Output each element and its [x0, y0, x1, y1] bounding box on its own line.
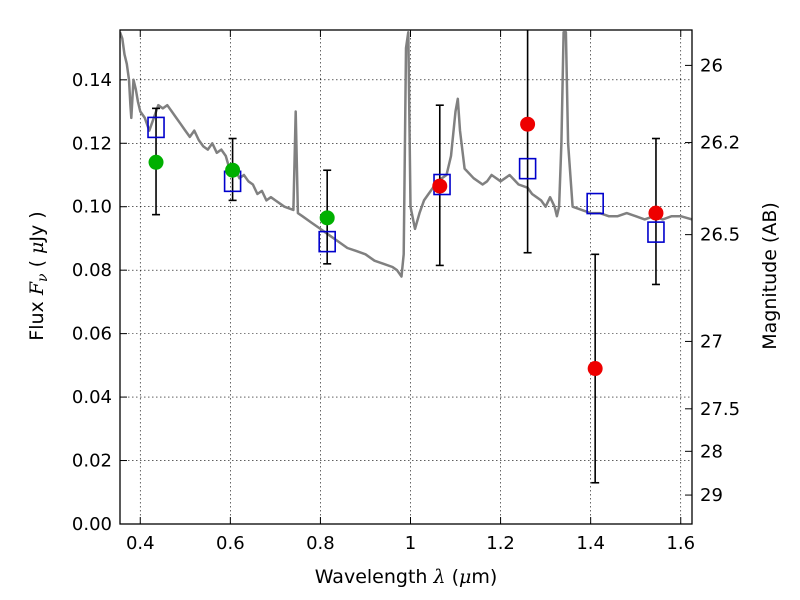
red-data-point: [587, 361, 603, 377]
model-layer: [120, 30, 692, 278]
x-tick-label: 1.6: [666, 533, 695, 554]
mag-tick-label: 26.5: [700, 225, 740, 246]
x-axis-label: Wavelength λ (μm): [315, 566, 498, 588]
model-photometry-square: [147, 116, 165, 139]
green-data-point: [319, 210, 335, 226]
y-tick-label: 0.00: [72, 514, 112, 535]
mag-tick-label: 28: [700, 441, 723, 462]
y-axis-label-unit-mu: μ: [26, 242, 48, 254]
plot-frame: [119, 29, 693, 525]
mag-tick-label: 27: [700, 331, 723, 352]
y-axis-label-unit-rest: Jy ): [26, 211, 48, 242]
y-tick-label: 0.10: [72, 197, 112, 218]
x-axis-label-unit-mu: μ: [459, 566, 471, 588]
x-tick-label: 0.8: [306, 533, 335, 554]
mag-tick-label: 26.2: [700, 133, 740, 154]
model-photometry-square: [586, 192, 604, 215]
model-photometry-square: [518, 157, 537, 180]
model-photometry-square: [647, 221, 665, 243]
x-tick-label: 1.4: [576, 533, 605, 554]
red-data-point: [648, 205, 664, 221]
y-tick-label: 0.12: [72, 133, 112, 154]
x-axis-label-unit-rest: m): [471, 566, 497, 588]
x-tick-label: 1.2: [486, 533, 515, 554]
y-axis-label: Flux Fν ( μJy ): [26, 211, 51, 340]
mag-tick-label: 27.5: [700, 399, 740, 420]
marker-layer: [147, 116, 665, 377]
mag-tick-label: 29: [700, 485, 723, 506]
y-tick-label: 0.08: [72, 260, 112, 281]
x-axis-label-unit-open: (: [446, 566, 459, 588]
y-tick-label: 0.14: [72, 70, 112, 91]
x-tick-label: 0.6: [216, 533, 245, 554]
grid: [120, 30, 692, 524]
x-tick-label: 1: [405, 533, 416, 554]
y-tick-label: 0.02: [72, 451, 112, 472]
x-axis-label-symbol: λ: [432, 566, 445, 588]
x-tick-label: 0.4: [126, 533, 155, 554]
ticks: [120, 30, 692, 525]
model-spectrum-line: [120, 30, 692, 278]
y2-axis-label: Magnitude (AB): [759, 202, 781, 350]
y-tick-label: 0.06: [72, 324, 112, 345]
tick-labels: 0.4 0.6 0.8 1 1.2 1.4 1.6 0.00 0.02 0.04 0.06 0.08 0…: [72, 55, 740, 554]
green-data-point: [148, 154, 164, 170]
model-photometry-square: [318, 230, 336, 253]
x-axis-label-prefix: Wavelength: [315, 566, 434, 588]
errorbar-layer: [152, 30, 660, 484]
red-data-point: [432, 178, 448, 194]
y-axis-label-sub: ν: [35, 273, 51, 282]
mag-tick-label: 26: [700, 55, 723, 76]
y-tick-label: 0.04: [72, 387, 112, 408]
y-axis-label-prefix: Flux: [26, 295, 48, 341]
y-axis-label-symbol: F: [26, 281, 48, 296]
red-data-point: [520, 116, 536, 132]
green-data-point: [225, 162, 241, 178]
y-axis-label-unit-open: (: [26, 254, 48, 274]
